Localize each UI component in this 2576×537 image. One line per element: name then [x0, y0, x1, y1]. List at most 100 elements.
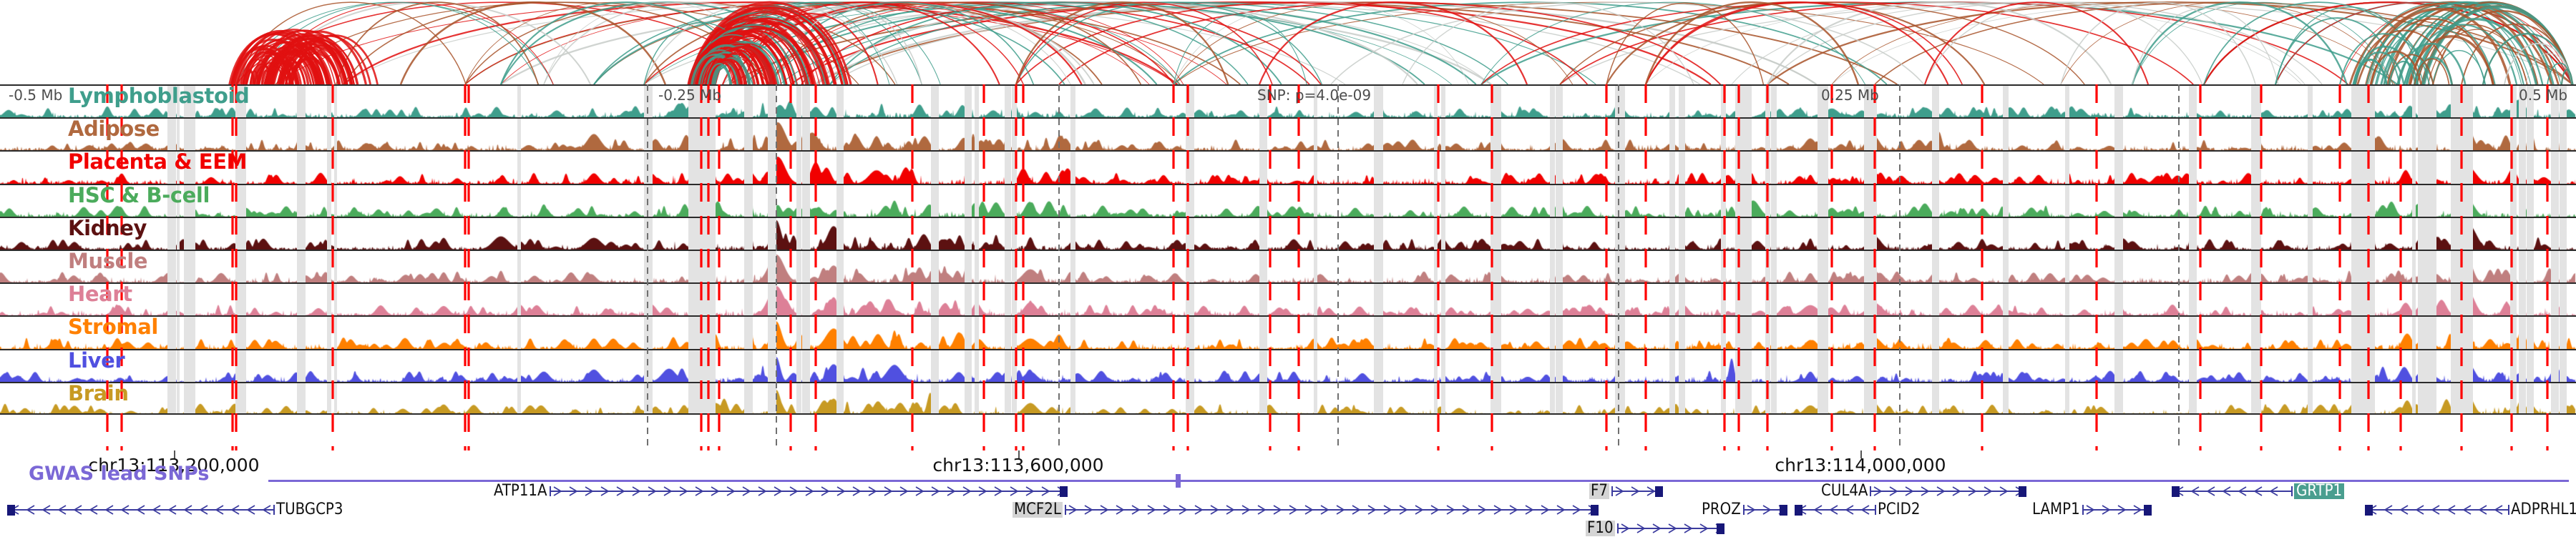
highlight-band	[1434, 250, 1438, 283]
highlight-band	[1377, 284, 1383, 316]
highlight-band	[2560, 119, 2567, 151]
highlight-band	[1932, 152, 1939, 184]
highlight-band	[2366, 284, 2373, 316]
signal-track-stromal[interactable]: Stromal	[0, 315, 2576, 349]
highlight-band	[236, 383, 243, 413]
gene-f10[interactable]: F10	[0, 521, 2576, 536]
highlight-band	[167, 317, 171, 349]
highlight-band	[518, 250, 521, 283]
highlight-band	[2065, 383, 2069, 413]
gene-label[interactable]: CUL4A	[1821, 482, 1868, 500]
highlight-band	[1669, 152, 1675, 184]
gene-exon	[2144, 505, 2152, 516]
highlight-band	[327, 250, 331, 283]
highlight-band	[236, 217, 243, 250]
highlight-band	[2114, 152, 2119, 184]
gene-atp11a[interactable]: ATP11A	[0, 483, 2576, 499]
highlight-band	[169, 217, 176, 250]
highlight-band	[1491, 350, 1498, 382]
highlight-band	[236, 284, 243, 316]
highlight-band	[1186, 86, 1193, 118]
gene-label[interactable]: TUBGCP3	[276, 501, 343, 518]
gene-proz[interactable]: PROZ	[0, 502, 2576, 518]
signal-track-lymphoblastoid[interactable]: Lymphoblastoid -0.5 Mb -0.25 Mb 0.25 Mb 0.5 …	[0, 84, 2576, 118]
highlight-band	[1679, 284, 1685, 316]
highlight-band	[1550, 86, 1555, 118]
highlight-band	[1819, 383, 1825, 413]
highlight-band	[235, 119, 238, 151]
gene-tubgcp3[interactable]: TUBGCP3	[0, 502, 2576, 518]
highlight-band	[768, 317, 773, 349]
highlight-band	[802, 119, 806, 151]
gene-label[interactable]: F10	[1586, 519, 1615, 537]
highlight-band	[2114, 217, 2119, 250]
highlight-band	[169, 184, 176, 217]
signal-track-kidney[interactable]: Kidney	[0, 216, 2576, 250]
signal-track-muscle[interactable]: Muscle	[0, 249, 2576, 283]
signal-track-liver[interactable]: Liver	[0, 348, 2576, 382]
gene-grtp1[interactable]: GRTP1	[0, 483, 2576, 499]
highlight-band	[2308, 317, 2313, 349]
gene-label[interactable]: LAMP1	[2032, 501, 2080, 518]
highlight-band	[2114, 284, 2119, 316]
highlight-band	[1819, 119, 1825, 151]
gene-adprhl1[interactable]: ADPRHL1	[0, 502, 2576, 518]
highlight-band	[647, 184, 653, 217]
highlight-band	[697, 350, 702, 382]
gene-label[interactable]: ADPRHL1	[2511, 501, 2576, 518]
highlight-band	[2114, 350, 2119, 382]
highlight-band	[1819, 250, 1825, 283]
gene-lamp1[interactable]: LAMP1	[0, 502, 2576, 518]
signal-track-adipose[interactable]: Adipose	[0, 117, 2576, 151]
signal-track-placenta-eem[interactable]: Placenta & EEM	[0, 150, 2576, 184]
highlight-band	[2412, 250, 2416, 283]
highlight-band	[2351, 284, 2355, 316]
gene-label[interactable]: F7	[1589, 482, 1609, 500]
gene-label[interactable]: GRTP1	[2294, 483, 2345, 499]
highlight-band	[1191, 284, 1194, 316]
highlight-band	[1744, 350, 1752, 382]
highlight-band	[2510, 119, 2517, 151]
highlight-band	[1744, 152, 1752, 184]
highlight-band	[1771, 317, 1777, 349]
gene-pcid2[interactable]: PCID2	[0, 502, 2576, 518]
gene-mcf2l[interactable]: MCF2L	[0, 502, 2576, 518]
highlight-band	[334, 383, 337, 413]
signal-track-hsc-b-cell[interactable]: HSC & B-cell	[0, 183, 2576, 217]
gene-label[interactable]: PCID2	[1878, 501, 1921, 518]
highlight-band	[1721, 86, 1726, 118]
highlight-band	[327, 217, 331, 250]
highlight-band	[1679, 217, 1685, 250]
highlight-band	[167, 350, 171, 382]
highlight-band	[1070, 383, 1074, 413]
gwas-lead-snp-marker[interactable]	[1176, 474, 1181, 488]
gene-label[interactable]: MCF2L	[1013, 501, 1063, 518]
signal-track-brain[interactable]: Brain	[0, 381, 2576, 415]
gene-cul4a[interactable]: CUL4A	[0, 483, 2576, 499]
highlight-band	[768, 152, 773, 184]
highlight-band	[2308, 86, 2313, 118]
gene-f7[interactable]: F7	[0, 483, 2576, 499]
gene-label[interactable]: ATP11A	[494, 482, 547, 500]
highlight-band	[1491, 250, 1498, 283]
highlight-band	[2366, 317, 2373, 349]
highlight-band	[701, 86, 708, 118]
highlight-band	[1550, 250, 1555, 283]
highlight-band	[1669, 317, 1675, 349]
highlight-band	[747, 284, 753, 316]
highlight-band	[744, 317, 750, 349]
highlight-band	[701, 184, 708, 217]
gene-body-line	[550, 491, 1066, 492]
highlight-band	[2421, 317, 2428, 349]
highlight-band	[2421, 250, 2428, 283]
highlight-band	[1932, 350, 1939, 382]
highlight-band	[975, 184, 979, 217]
signal-track-heart[interactable]: Heart	[0, 282, 2576, 316]
highlight-band	[644, 217, 650, 250]
highlight-band	[2351, 86, 2355, 118]
highlight-band	[697, 184, 702, 217]
highlight-band	[1771, 284, 1777, 316]
gwas-lead-snps-track[interactable]: GWAS lead SNPs	[0, 463, 2576, 488]
gene-label[interactable]: PROZ	[1702, 501, 1741, 518]
highlight-band	[2467, 217, 2473, 250]
